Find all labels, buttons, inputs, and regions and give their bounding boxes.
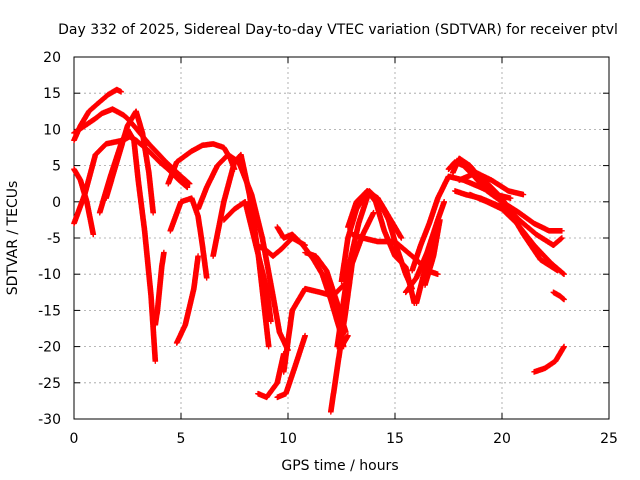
x-axis-label: GPS time / hours	[281, 458, 398, 474]
series-trace-17	[274, 332, 308, 401]
series-trace-38	[550, 289, 567, 303]
data-point-markers	[255, 351, 287, 401]
y-tick-label: -30	[38, 412, 61, 428]
data-point-markers	[71, 166, 97, 238]
y-tick-label: 10	[43, 122, 61, 138]
y-tick-label: 0	[52, 195, 61, 211]
series-trace-4	[71, 166, 97, 238]
series-trace-27	[409, 173, 452, 274]
data-point-markers	[221, 199, 274, 325]
series-trace-29	[422, 217, 443, 288]
axis-ticks: 0 5 10 15 20 25 20 15 10 5 0 -5 -10 -15 -20 -25 -30	[38, 50, 618, 447]
data-point-markers	[477, 173, 561, 274]
x-tick-label: 20	[493, 431, 511, 447]
chart-title: Day 332 of 2025, Sidereal Day-to-day VTE…	[58, 22, 618, 38]
x-tick-label: 15	[386, 431, 404, 447]
data-point-markers	[274, 332, 308, 401]
series-trace-22	[338, 332, 351, 350]
series-trace-10	[173, 253, 201, 346]
data-point-markers	[167, 195, 210, 281]
data-point-markers	[531, 343, 567, 375]
y-tick-label: -25	[38, 376, 61, 392]
x-tick-label: 5	[177, 431, 186, 447]
y-tick-label: -5	[47, 231, 61, 247]
data-point-markers	[103, 108, 156, 216]
series-trace-6	[103, 108, 156, 216]
data-point-markers	[173, 253, 201, 346]
y-tick-label: -15	[38, 303, 61, 319]
y-tick-label: -10	[38, 267, 61, 283]
y-tick-label: 15	[43, 86, 61, 102]
data-point-markers	[152, 249, 167, 328]
y-axis-label: SDTVAR / TECUs	[5, 181, 21, 296]
series-trace-13	[221, 199, 274, 325]
y-tick-label: 5	[52, 159, 61, 175]
data-series	[71, 86, 567, 415]
series-trace-36	[477, 173, 561, 274]
series-trace-15	[255, 351, 287, 401]
grid	[74, 57, 609, 419]
series-trace-9	[167, 195, 210, 281]
y-tick-label: -20	[38, 340, 61, 356]
data-point-markers	[338, 332, 351, 350]
x-tick-label: 0	[70, 431, 79, 447]
x-tick-label: 25	[600, 431, 618, 447]
x-tick-label: 10	[279, 431, 297, 447]
y-tick-label: 20	[43, 50, 61, 66]
data-point-markers	[422, 217, 443, 288]
data-point-markers	[550, 289, 567, 303]
series-trace-37	[531, 343, 567, 375]
series-trace-7	[152, 249, 167, 328]
data-point-markers	[409, 173, 452, 274]
